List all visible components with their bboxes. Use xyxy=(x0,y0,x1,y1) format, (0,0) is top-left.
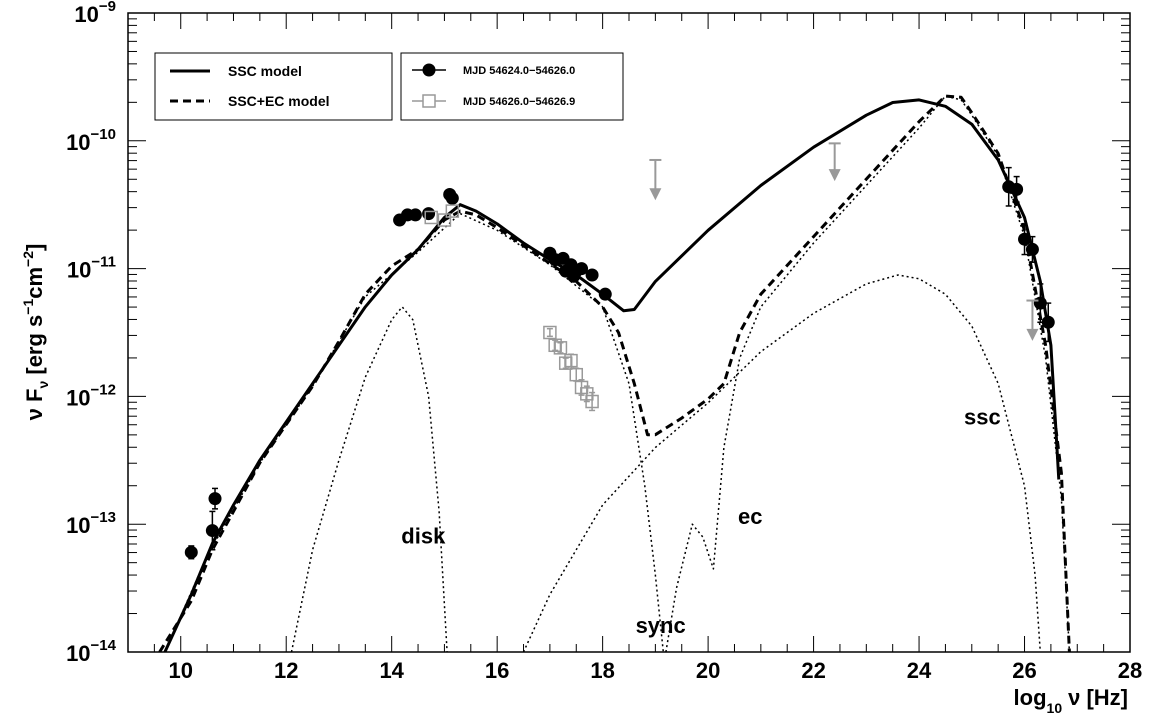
curve-disk xyxy=(290,306,448,652)
data-point-set2 xyxy=(437,213,452,227)
upper-limit-arrow xyxy=(1026,328,1039,341)
x-tick-label: 20 xyxy=(696,658,720,683)
legend-ssc-label: SSC model xyxy=(228,63,302,79)
legend-models-box xyxy=(154,52,393,121)
data-point-set1 xyxy=(575,262,589,276)
data-point-set1 xyxy=(205,524,219,538)
x-tick-label: 14 xyxy=(379,658,404,683)
y-axis-title-cm: cm xyxy=(22,267,47,299)
legend-data: MJD 54624.0−54626.0 MJD 54626.0−54626.9 xyxy=(400,52,624,121)
y-tick-label: 10−12 xyxy=(66,381,116,410)
y-axis-title-f: ν F xyxy=(22,389,47,421)
curve-sync xyxy=(164,212,665,652)
data-point-set2 xyxy=(424,210,438,225)
x-tick-label: 16 xyxy=(485,658,509,683)
y-axis: 10−14 10−13 10−12 10−11 10−10 10−9 xyxy=(66,0,1130,666)
data-point-set2 xyxy=(569,367,584,382)
y-axis-title-exp2: −2 xyxy=(20,251,36,267)
x-tick-label: 18 xyxy=(590,658,614,683)
x-tick-label: 22 xyxy=(801,658,825,683)
data-point-set1 xyxy=(408,208,422,222)
legend-models: SSC model SSC+EC model xyxy=(154,52,393,121)
y-tick-label: 10−11 xyxy=(67,254,116,283)
data-point-set1 xyxy=(422,207,436,221)
y-axis-title: ν Fν [erg s−1cm−2] xyxy=(20,244,51,421)
legend-set2-marker xyxy=(422,94,436,108)
curve-labels: disk sync ec ssc xyxy=(401,405,1000,638)
plot-area xyxy=(158,94,1071,652)
legend-sscec-label: SSC+EC model xyxy=(228,93,330,109)
y-tick-label: 10−14 xyxy=(66,637,117,666)
label-sync: sync xyxy=(636,613,686,638)
x-axis-title-log: log xyxy=(1014,685,1047,710)
legend-set1-label: MJD 54624.0−54626.0 xyxy=(463,65,575,77)
y-axis-title-close: ] xyxy=(22,244,47,251)
label-ssc: ssc xyxy=(964,405,1001,430)
data-point-set1 xyxy=(184,545,198,559)
data-point-set2 xyxy=(585,394,599,409)
x-axis: 10 12 14 16 18 20 22 24 26 28 xyxy=(127,13,1142,683)
x-tick-label: 10 xyxy=(168,658,192,683)
x-tick-label: 26 xyxy=(1012,658,1036,683)
data-point-set1 xyxy=(1010,182,1024,196)
legend-data-box xyxy=(400,52,624,121)
data-markers xyxy=(184,142,1055,560)
data-point-set1 xyxy=(445,191,459,205)
x-tick-label: 28 xyxy=(1118,658,1142,683)
data-point-set2 xyxy=(445,204,460,218)
y-tick-label: 10−13 xyxy=(66,509,116,538)
upper-limit-arrow xyxy=(649,188,662,201)
data-point-set1 xyxy=(1025,242,1039,256)
data-point-set1 xyxy=(1018,232,1032,246)
label-ec: ec xyxy=(738,504,762,529)
x-tick-label: 12 xyxy=(274,658,298,683)
y-tick-label: 10−9 xyxy=(74,0,116,27)
label-disk: disk xyxy=(401,523,446,548)
x-tick-label: 24 xyxy=(907,658,932,683)
legend-set1-marker xyxy=(422,63,436,77)
curve-ssc xyxy=(522,274,1042,652)
x-axis-title-rest: ν [Hz] xyxy=(1068,685,1128,710)
upper-limit-arrow xyxy=(828,169,841,182)
x-axis-title-sub: 10 xyxy=(1047,700,1063,716)
data-point-set1 xyxy=(598,287,612,301)
legend-set2-label: MJD 54626.0−54626.9 xyxy=(463,96,575,108)
data-point-set2 xyxy=(564,353,578,368)
data-point-set1 xyxy=(1033,296,1047,310)
y-axis-title-exp1: −1 xyxy=(20,299,36,315)
data-point-set1 xyxy=(585,268,599,282)
y-axis-title-f-sub: ν xyxy=(35,381,51,389)
data-point-set1 xyxy=(1041,315,1055,329)
y-tick-label: 10−10 xyxy=(66,126,116,155)
data-point-set1 xyxy=(208,492,222,506)
x-axis-title: log10 ν [Hz] xyxy=(1014,685,1128,716)
curve-ssc-model xyxy=(163,98,1061,652)
y-axis-title-unit: [erg s xyxy=(22,315,47,381)
data-point-set2 xyxy=(543,325,557,340)
data-point-set2 xyxy=(553,341,568,355)
curve-ssc-ec-model xyxy=(158,94,1071,652)
